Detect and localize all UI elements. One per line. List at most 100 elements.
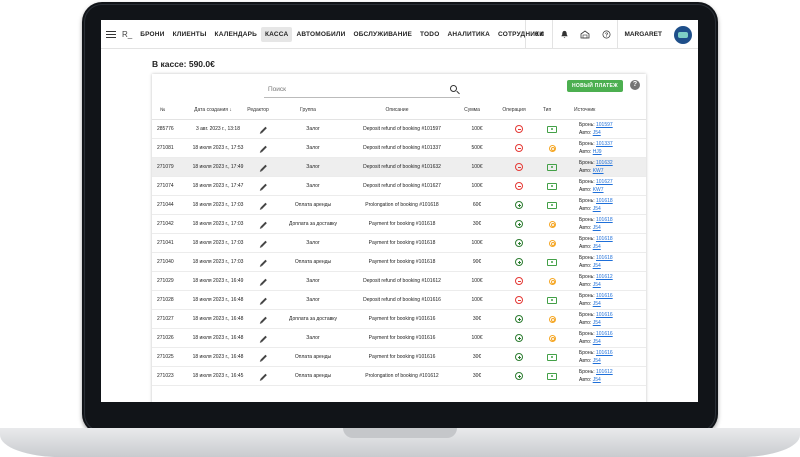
booking-link[interactable]: 101612 <box>596 369 613 375</box>
table-row[interactable]: 271081 18 июля 2023 г., 17:53 Залог Deposit… <box>152 139 646 158</box>
nav-item-7[interactable]: АНАЛИТИКА <box>447 30 490 38</box>
plus-circle-icon <box>499 334 539 342</box>
table-row[interactable]: 271028 18 июля 2023 г., 16:48 Залог Deposit… <box>152 291 646 310</box>
top-nav: R_ БРОНИ КЛИЕНТЫ КАЛЕНДАРЬ КАССА АВТОМОБИЛИ О… <box>101 20 698 49</box>
auto-link[interactable]: J54 <box>592 244 601 250</box>
payment-group: Оплата аренды <box>294 259 332 265</box>
booking-link[interactable]: 101632 <box>596 160 613 166</box>
column-header-8: Источник <box>574 107 596 113</box>
nav-item-5[interactable]: ОБСЛУЖИВАНИЕ <box>353 30 412 38</box>
plus-circle-icon <box>499 239 539 247</box>
auto-link[interactable]: J54 <box>592 225 601 231</box>
table-row[interactable]: 271027 18 июля 2023 г., 16:48 Доплата за д… <box>152 310 646 329</box>
auto-label: Авто: <box>579 320 592 326</box>
app-logo[interactable]: R_ <box>122 29 133 39</box>
column-header-0: № <box>160 107 166 113</box>
table-row[interactable]: 271079 18 июля 2023 г., 17:49 Залог Deposit… <box>152 158 646 177</box>
edit-pencil-icon[interactable] <box>249 126 277 133</box>
auto-link[interactable]: J54 <box>592 377 601 383</box>
avatar[interactable] <box>674 25 692 44</box>
garage-icon[interactable] <box>575 20 595 49</box>
coin-icon <box>539 315 565 323</box>
column-header-1[interactable]: Дата создания ↓ <box>194 107 232 113</box>
edit-pencil-icon[interactable] <box>249 373 277 380</box>
table-row[interactable]: 271044 18 июля 2023 г., 17:03 Оплата аренд… <box>152 196 646 215</box>
nav-item-0[interactable]: БРОНИ <box>140 30 165 38</box>
payment-source: Бронь: 101618 Авто: J54 <box>565 216 619 232</box>
auto-link[interactable]: J54 <box>592 206 601 212</box>
help-button[interactable]: ? <box>630 80 640 90</box>
table-row[interactable]: 271025 18 июля 2023 г., 16:48 Оплата аренд… <box>152 348 646 367</box>
auto-link[interactable]: KW7 <box>592 168 604 174</box>
booking-link[interactable]: 101597 <box>596 122 613 128</box>
search-input[interactable] <box>264 83 448 96</box>
edit-pencil-icon[interactable] <box>249 221 277 228</box>
search-box <box>264 83 460 98</box>
auto-link[interactable]: HJ9 <box>592 149 602 155</box>
edit-pencil-icon[interactable] <box>249 202 277 209</box>
edit-pencil-icon[interactable] <box>249 240 277 247</box>
booking-link[interactable]: 101616 <box>596 331 613 337</box>
payment-id: 271028 <box>157 297 174 303</box>
booking-link[interactable]: 101616 <box>596 312 613 318</box>
booking-link[interactable]: 101618 <box>596 198 613 204</box>
booking-link[interactable]: 101616 <box>596 350 613 356</box>
auto-link[interactable]: J54 <box>592 130 601 136</box>
table-row[interactable]: 271074 18 июля 2023 г., 17:47 Залог Deposit… <box>152 177 646 196</box>
table-row[interactable]: 271023 18 июля 2023 г., 16:45 Оплата аренд… <box>152 367 646 386</box>
booking-link[interactable]: 101618 <box>596 255 613 261</box>
cash-icon <box>539 201 565 209</box>
table-row[interactable]: 271029 18 июля 2023 г., 16:49 Залог Deposit… <box>152 272 646 291</box>
booking-link[interactable]: 101618 <box>596 217 613 223</box>
balance-display[interactable]: 0 € <box>534 31 544 38</box>
table-row[interactable]: 271041 18 июля 2023 г., 17:03 Залог Payment… <box>152 234 646 253</box>
edit-pencil-icon[interactable] <box>249 145 277 152</box>
new-payment-button[interactable]: НОВЫЙ ПЛАТЕЖ <box>567 80 623 92</box>
booking-link[interactable]: 101618 <box>596 236 613 242</box>
booking-link[interactable]: 101627 <box>596 179 613 185</box>
booking-link[interactable]: 101616 <box>596 293 613 299</box>
payment-description: Prolongation of booking #101618 <box>365 202 439 208</box>
edit-pencil-icon[interactable] <box>249 278 277 285</box>
nav-item-2[interactable]: КАЛЕНДАРЬ <box>214 30 258 38</box>
column-header-3: Группа <box>300 107 316 113</box>
auto-label: Авто: <box>579 130 592 136</box>
hamburger-menu-icon[interactable] <box>106 30 116 38</box>
table-row[interactable]: 271026 18 июля 2023 г., 16:48 Залог Payment… <box>152 329 646 348</box>
edit-pencil-icon[interactable] <box>249 259 277 266</box>
auto-link[interactable]: J54 <box>592 263 601 269</box>
auto-link[interactable]: J54 <box>592 282 601 288</box>
bell-icon[interactable] <box>553 20 575 49</box>
nav-item-8[interactable]: СОТРУДНИКИ <box>497 30 545 38</box>
nav-item-6[interactable]: TODO <box>420 30 440 38</box>
edit-pencil-icon[interactable] <box>249 297 277 304</box>
payment-id: 271079 <box>157 164 174 170</box>
search-icon[interactable] <box>450 85 457 92</box>
booking-label: Бронь: <box>579 141 595 147</box>
booking-link[interactable]: 101337 <box>596 141 613 147</box>
auto-link[interactable]: KW7 <box>592 187 604 193</box>
booking-label: Бронь: <box>579 217 595 223</box>
nav-item-1[interactable]: КЛИЕНТЫ <box>172 30 207 38</box>
edit-pencil-icon[interactable] <box>249 183 277 190</box>
nav-item-4[interactable]: АВТОМОБИЛИ <box>296 30 346 38</box>
table-row[interactable]: 271042 18 июля 2023 г., 17:03 Доплата за д… <box>152 215 646 234</box>
edit-pencil-icon[interactable] <box>249 354 277 361</box>
payment-id: 271026 <box>157 335 174 341</box>
help-circle-icon[interactable]: ? <box>595 20 617 49</box>
booking-link[interactable]: 101612 <box>596 274 613 280</box>
table-row[interactable]: 271040 18 июля 2023 г., 17:03 Оплата аренд… <box>152 253 646 272</box>
auto-link[interactable]: J54 <box>592 320 601 326</box>
user-name[interactable]: MARGARET <box>624 31 662 38</box>
edit-pencil-icon[interactable] <box>249 335 277 342</box>
created-date: 18 июля 2023 г., 17:03 <box>192 259 244 265</box>
edit-pencil-icon[interactable] <box>249 316 277 323</box>
plus-circle-icon <box>499 353 539 361</box>
auto-link[interactable]: J54 <box>592 301 601 307</box>
edit-pencil-icon[interactable] <box>249 164 277 171</box>
auto-link[interactable]: J54 <box>592 339 601 345</box>
nav-item-3[interactable]: КАССА <box>261 26 293 42</box>
auto-link[interactable]: J54 <box>592 358 601 364</box>
table-row[interactable]: 285776 3 авг. 2023 г., 13:18 Залог Deposit … <box>152 120 646 139</box>
column-header-5: Сумма <box>464 107 480 113</box>
